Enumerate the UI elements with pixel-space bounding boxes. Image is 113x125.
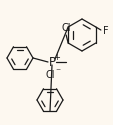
Text: +: + <box>53 52 60 62</box>
Text: P: P <box>48 56 55 68</box>
Text: ⁻: ⁻ <box>55 67 60 77</box>
Text: Cl: Cl <box>61 23 70 33</box>
Text: F: F <box>102 26 108 36</box>
Text: Cl: Cl <box>45 70 54 80</box>
